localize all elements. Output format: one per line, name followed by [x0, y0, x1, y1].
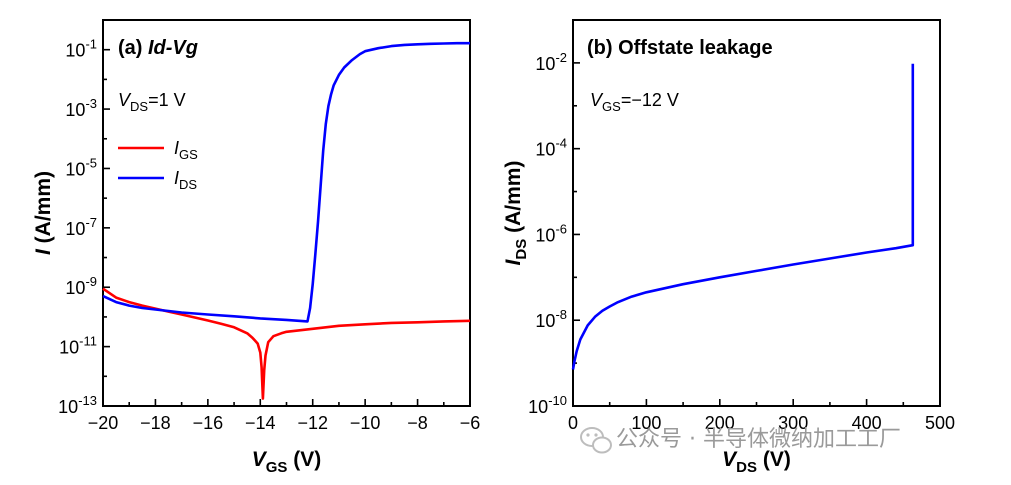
x-axis-label: VDS (V)	[722, 448, 791, 476]
x-tick-label: −14	[245, 413, 276, 433]
y-tick-label: 10-6	[535, 221, 567, 245]
condition-annotation: VDS=1 V	[118, 90, 186, 114]
x-tick-label: 400	[852, 413, 882, 433]
y-tick-label: 10-1	[65, 37, 97, 61]
x-tick-label: −20	[88, 413, 119, 433]
y-tick-label: 10-10	[528, 393, 567, 417]
legend-label: IDS	[174, 168, 197, 192]
y-tick-label: 10-13	[58, 393, 97, 417]
series-line-igs	[102, 287, 471, 400]
series-line-ids	[571, 63, 915, 370]
y-tick-label: 10-8	[535, 307, 567, 331]
x-tick-label: −8	[407, 413, 428, 433]
y-tick-label: 10-3	[65, 96, 97, 120]
y-tick-label: 10-2	[535, 50, 567, 74]
x-tick-label: 200	[705, 413, 735, 433]
x-tick-label: −6	[460, 413, 481, 433]
x-tick-label: −12	[297, 413, 328, 433]
series-line-ids	[102, 41, 470, 323]
x-axis-label: VGS (V)	[252, 448, 322, 476]
plot-frame	[572, 19, 941, 407]
plot-frame	[102, 19, 471, 407]
y-tick-label: 10-7	[65, 215, 97, 239]
x-tick-label: 0	[568, 413, 578, 433]
y-tick-label: 10-9	[65, 274, 97, 298]
chart-title: (a) Id-Vg	[118, 37, 198, 59]
wechat-icon	[580, 427, 612, 454]
panel-b-chart: 0 100 200 300 400 500 10-10 10-8 10-6 10-4 10-2 (b)…	[502, 19, 955, 476]
condition-annotation: VGS=−12 V	[590, 90, 679, 114]
y-axis-label: IDS (A/mm)	[502, 161, 530, 266]
y-tick-label: 10-5	[65, 155, 97, 179]
x-tick-label: 100	[631, 413, 661, 433]
watermark: 公众号 · 半导体微纳加工工厂	[580, 427, 901, 454]
y-tick-label: 10-11	[59, 334, 97, 358]
y-tick-label: 10-4	[535, 136, 567, 160]
x-tick-label: −18	[140, 413, 171, 433]
panel-a-chart: −20 −18 −16 −14 −12 −10 −8 −6 10-13 10-11 10-9 10-7…	[32, 19, 481, 476]
x-tick-label: −16	[193, 413, 224, 433]
x-tick-label: 300	[778, 413, 808, 433]
legend-label: IGS	[174, 138, 198, 162]
chart-title: (b) Offstate leakage	[587, 37, 773, 59]
watermark-text: 公众号 · 半导体微纳加工工厂	[616, 427, 901, 452]
y-axis-label: I (A/mm)	[32, 171, 55, 255]
x-tick-label: 500	[925, 413, 955, 433]
x-tick-label: −10	[350, 413, 381, 433]
